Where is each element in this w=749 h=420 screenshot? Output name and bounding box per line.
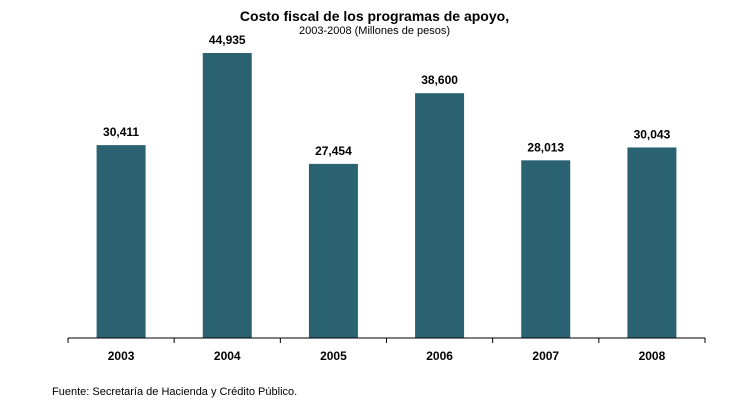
bar-2008	[627, 147, 677, 338]
value-label-2007: 28,013	[527, 140, 564, 154]
bar-2006	[415, 93, 465, 338]
category-label-2006: 2006	[426, 349, 453, 363]
bar-2004	[202, 53, 252, 338]
category-label-2007: 2007	[532, 349, 559, 363]
source-note: Fuente: Secretaría de Hacienda y Crédito…	[52, 386, 298, 398]
bar-2005	[308, 163, 358, 338]
category-label-2003: 2003	[108, 349, 135, 363]
category-labels-group: 2003 2004 2005 2006 2007 2008	[108, 349, 666, 363]
value-label-2003: 30,411	[103, 125, 139, 139]
bar-2007	[521, 160, 571, 338]
category-label-2005: 2005	[320, 349, 347, 363]
value-labels-group: 30,411 44,935 27,454 38,600 28,013 30,043	[103, 33, 671, 158]
x-axis-ticks	[67, 338, 706, 343]
category-label-2008: 2008	[639, 349, 666, 363]
value-label-2004: 44,935	[209, 33, 246, 47]
bar-2003	[96, 145, 146, 338]
chart-title: Costo fiscal de los programas de apoyo,	[239, 8, 510, 24]
value-label-2008: 30,043	[634, 127, 671, 141]
category-label-2004: 2004	[214, 349, 241, 363]
bars-group	[96, 53, 677, 338]
chart-subtitle: 2003-2008 (Millones de pesos)	[298, 25, 451, 37]
value-label-2005: 27,454	[315, 144, 352, 158]
value-label-2006: 38,600	[421, 73, 458, 87]
